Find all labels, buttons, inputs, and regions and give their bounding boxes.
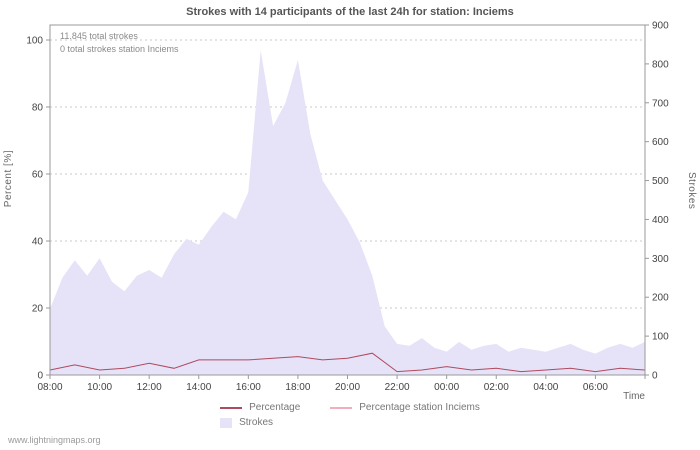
station-strokes-annotation: 0 total strokes station Inciems <box>60 44 179 54</box>
percentage-line-swatch <box>220 406 243 409</box>
svg-text:100: 100 <box>26 36 43 47</box>
svg-text:0: 0 <box>37 371 43 382</box>
svg-text:16:00: 16:00 <box>236 382 261 393</box>
station-line-swatch <box>330 406 353 409</box>
svg-text:18:00: 18:00 <box>285 382 310 393</box>
svg-text:400: 400 <box>652 215 669 226</box>
chart-title: Strokes with 14 participants of the last… <box>186 6 514 18</box>
legend-item-strokes: Strokes <box>220 417 300 428</box>
svg-text:22:00: 22:00 <box>385 382 410 393</box>
legend: Percentage Percentage station Inciems St… <box>0 402 700 428</box>
svg-text:12:00: 12:00 <box>137 382 162 393</box>
svg-text:04:00: 04:00 <box>533 382 558 393</box>
svg-text:0: 0 <box>652 371 658 382</box>
legend-label-percentage: Percentage <box>249 402 301 413</box>
y-axis-label-right: Strokes <box>686 172 697 210</box>
svg-text:40: 40 <box>32 237 44 248</box>
svg-text:02:00: 02:00 <box>484 382 509 393</box>
strokes-area-swatch <box>220 417 233 428</box>
svg-text:06:00: 06:00 <box>583 382 608 393</box>
svg-text:08:00: 08:00 <box>37 382 62 393</box>
svg-text:10:00: 10:00 <box>87 382 112 393</box>
svg-text:700: 700 <box>652 98 669 109</box>
svg-text:800: 800 <box>652 59 669 70</box>
svg-text:500: 500 <box>652 176 669 187</box>
svg-text:80: 80 <box>32 103 44 114</box>
legend-label-strokes: Strokes <box>239 417 274 428</box>
svg-text:100: 100 <box>652 332 669 343</box>
svg-text:20: 20 <box>32 304 44 315</box>
svg-text:14:00: 14:00 <box>186 382 211 393</box>
legend-label-percentage-station: Percentage station Inciems <box>359 402 480 413</box>
total-strokes-annotation: 11.845 total strokes <box>60 31 138 41</box>
svg-text:600: 600 <box>652 137 669 148</box>
svg-text:60: 60 <box>32 170 44 181</box>
svg-text:300: 300 <box>652 254 669 265</box>
svg-text:00:00: 00:00 <box>434 382 459 393</box>
svg-text:20:00: 20:00 <box>335 382 360 393</box>
legend-item-percentage-station: Percentage station Inciems <box>330 402 480 413</box>
svg-text:900: 900 <box>652 21 669 32</box>
x-axis-label: Time <box>623 391 645 402</box>
watermark-text: www.lightningmaps.org <box>8 435 101 445</box>
svg-text:200: 200 <box>652 293 669 304</box>
legend-item-percentage: Percentage <box>220 402 300 413</box>
